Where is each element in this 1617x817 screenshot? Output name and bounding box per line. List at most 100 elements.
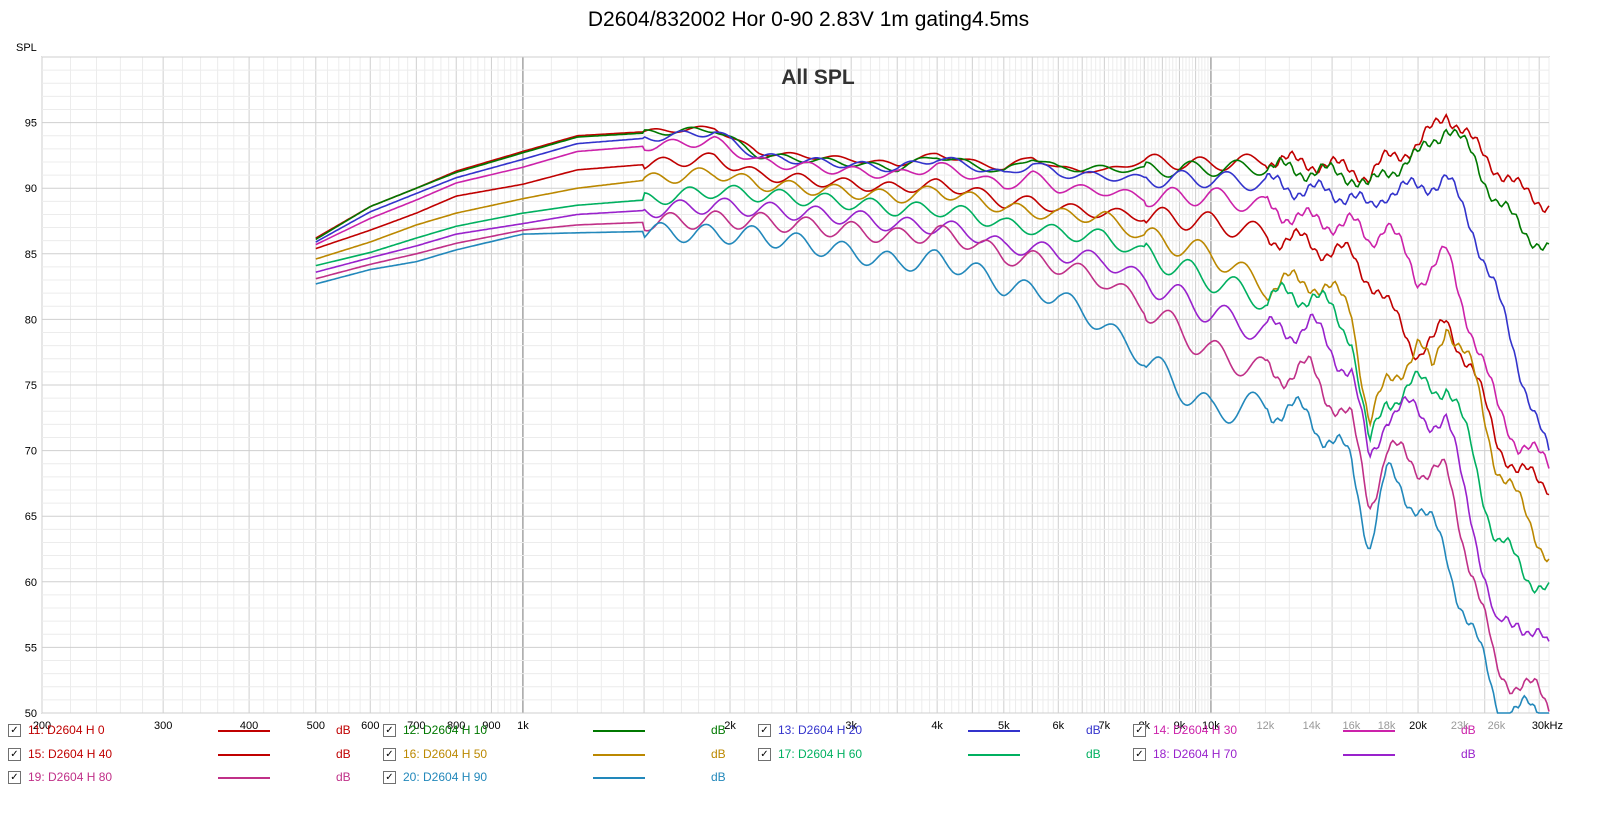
legend-label: 20: D2604 H 90 bbox=[403, 770, 488, 784]
legend-item[interactable]: ✓ 18: D2604 H 70 dB bbox=[1133, 745, 1483, 765]
legend-checkbox[interactable]: ✓ bbox=[383, 748, 396, 761]
legend-checkbox[interactable]: ✓ bbox=[8, 771, 21, 784]
x-tick-label: 300 bbox=[154, 720, 172, 732]
series-line-13 bbox=[315, 130, 1550, 451]
x-ticks: 2003004005006007008009001k2k3k4k5k6k7k8k… bbox=[33, 720, 1563, 732]
legend-checkbox[interactable]: ✓ bbox=[383, 771, 396, 784]
x-tick-label: 3k bbox=[845, 720, 857, 732]
legend-unit: dB bbox=[1461, 723, 1476, 737]
series-line-12 bbox=[315, 126, 1550, 252]
x-tick-label: 23k bbox=[1451, 720, 1469, 732]
x-tick-label: 10k bbox=[1202, 720, 1220, 732]
legend-swatch bbox=[218, 754, 270, 756]
x-tick-label: 20k bbox=[1409, 720, 1427, 732]
x-tick-label: 800 bbox=[447, 720, 465, 732]
legend-item[interactable]: ✓ 20: D2604 H 90 dB bbox=[383, 768, 733, 788]
x-tick-label: 900 bbox=[482, 720, 500, 732]
legend-swatch bbox=[593, 777, 645, 779]
legend-swatch bbox=[968, 730, 1020, 732]
chart-title: D2604/832002 Hor 0-90 2.83V 1m gating4.5… bbox=[587, 8, 1030, 31]
x-tick-label: 18k bbox=[1378, 720, 1396, 732]
y-tick-label: 85 bbox=[25, 249, 37, 261]
legend-unit: dB bbox=[336, 723, 351, 737]
legend-item[interactable]: ✓ 11: D2604 H 0 dB bbox=[8, 721, 358, 741]
series-line-11 bbox=[315, 113, 1550, 239]
legend-label: 18: D2604 H 70 bbox=[1153, 747, 1238, 761]
x-tick-label: 7k bbox=[1099, 720, 1111, 732]
legend-checkbox[interactable]: ✓ bbox=[383, 724, 396, 737]
series-line-19 bbox=[315, 210, 1550, 712]
legend-checkbox[interactable]: ✓ bbox=[8, 724, 21, 737]
y-tick-label: 95 bbox=[25, 118, 37, 130]
legend-label: 16: D2604 H 50 bbox=[403, 747, 488, 761]
series-line-17 bbox=[315, 184, 1550, 594]
legend-label: 15: D2604 H 40 bbox=[28, 747, 113, 761]
legend-item[interactable]: ✓ 13: D2604 H 20 dB bbox=[758, 721, 1108, 741]
legend-unit: dB bbox=[1086, 747, 1101, 761]
y-tick-label: 60 bbox=[25, 577, 37, 589]
y-tick-label: 50 bbox=[25, 708, 37, 720]
legend-label: 13: D2604 H 20 bbox=[778, 723, 863, 737]
legend-item[interactable]: ✓ 17: D2604 H 60 dB bbox=[758, 745, 1108, 765]
legend-checkbox[interactable]: ✓ bbox=[758, 748, 771, 761]
x-tick-label: 14k bbox=[1303, 720, 1321, 732]
y-tick-label: 70 bbox=[25, 446, 37, 458]
y-tick-label: 65 bbox=[25, 511, 37, 523]
y-tick-label: 75 bbox=[25, 380, 37, 392]
legend-item[interactable]: ✓ 14: D2604 H 30 dB bbox=[1133, 721, 1483, 741]
legend-unit: dB bbox=[1461, 747, 1476, 761]
legend-swatch bbox=[968, 754, 1020, 756]
legend-item[interactable]: ✓ 15: D2604 H 40 dB bbox=[8, 745, 358, 765]
legend-label: 19: D2604 H 80 bbox=[28, 770, 113, 784]
legend-unit: dB bbox=[711, 723, 726, 737]
legend-item[interactable]: ✓ 12: D2604 H 10 dB bbox=[383, 721, 733, 741]
legend-checkbox[interactable]: ✓ bbox=[8, 748, 21, 761]
x-tick-label: 500 bbox=[307, 720, 325, 732]
grid bbox=[41, 56, 1550, 714]
legend-checkbox[interactable]: ✓ bbox=[1133, 748, 1146, 761]
plot-subtitle: All SPL bbox=[781, 66, 855, 89]
series-line-20 bbox=[315, 221, 1549, 714]
y-tick-label: 55 bbox=[25, 642, 37, 654]
legend-swatch bbox=[593, 730, 645, 732]
x-tick-label: 1k bbox=[517, 720, 529, 732]
x-tick-label: 5k bbox=[998, 720, 1010, 732]
x-tick-label: 16k bbox=[1342, 720, 1360, 732]
legend-unit: dB bbox=[336, 747, 351, 761]
legend-item[interactable]: ✓ 16: D2604 H 50 dB bbox=[383, 745, 733, 765]
x-tick-label: 2k bbox=[724, 720, 736, 732]
y-axis-label: SPL bbox=[16, 42, 37, 54]
curves bbox=[315, 113, 1550, 714]
legend-unit: dB bbox=[336, 770, 351, 784]
series-line-14 bbox=[315, 135, 1550, 469]
x-tick-label: 200 bbox=[33, 720, 51, 732]
legend-swatch bbox=[1343, 754, 1395, 756]
x-tick-label: 4k bbox=[931, 720, 943, 732]
legend-swatch bbox=[1343, 730, 1395, 732]
legend-checkbox[interactable]: ✓ bbox=[758, 724, 771, 737]
y-tick-label: 80 bbox=[25, 314, 37, 326]
legend-label: 12: D2604 H 10 bbox=[403, 723, 488, 737]
y-tick-label: 90 bbox=[25, 183, 37, 195]
legend-label: 17: D2604 H 60 bbox=[778, 747, 863, 761]
x-tick-label: 9k bbox=[1174, 720, 1186, 732]
x-tick-label: 700 bbox=[407, 720, 425, 732]
legend-swatch bbox=[218, 730, 270, 732]
legend-swatch bbox=[593, 754, 645, 756]
legend-checkbox[interactable]: ✓ bbox=[1133, 724, 1146, 737]
legend-item[interactable]: ✓ 19: D2604 H 80 dB bbox=[8, 768, 358, 788]
y-ticks: 50 55 60 65 70 75 80 85 90 95 bbox=[25, 118, 37, 720]
legend-unit: dB bbox=[711, 747, 726, 761]
series-line-15 bbox=[315, 152, 1550, 496]
x-tick-label: 6k bbox=[1052, 720, 1064, 732]
x-tick-label: 400 bbox=[240, 720, 258, 732]
legend-label: 14: D2604 H 30 bbox=[1153, 723, 1238, 737]
x-tick-label: 30kHz bbox=[1532, 720, 1563, 732]
x-tick-label: 26k bbox=[1488, 720, 1506, 732]
series-line-16 bbox=[315, 167, 1550, 563]
x-tick-label: 600 bbox=[361, 720, 379, 732]
legend-unit: dB bbox=[711, 770, 726, 784]
legend-unit: dB bbox=[1086, 723, 1101, 737]
